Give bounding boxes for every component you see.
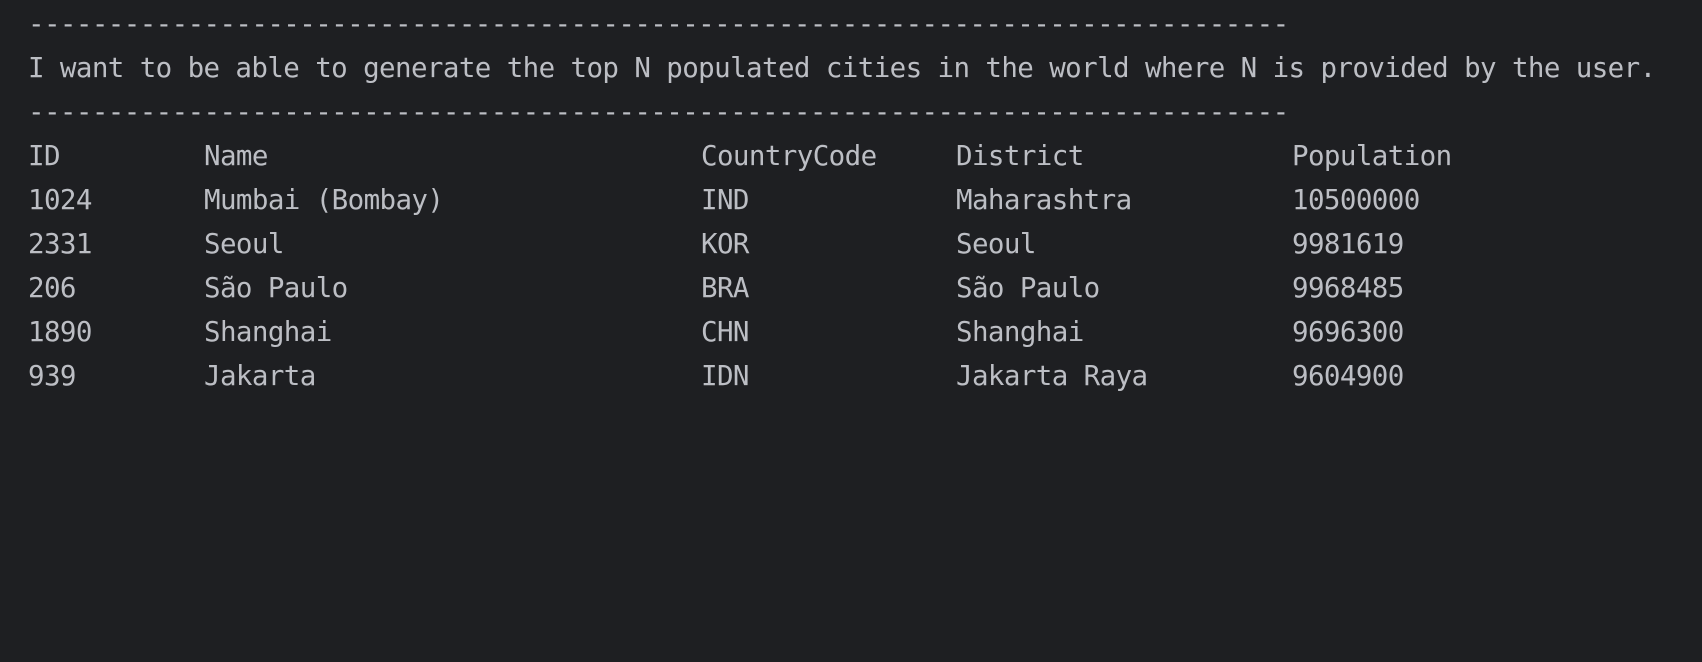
header-id: ID	[28, 140, 61, 172]
console-output: ----------------------------------------…	[28, 8, 1657, 398]
cell-country-code: CHN	[701, 316, 749, 348]
table-header: ID Name CountryCode District Population	[28, 134, 1452, 178]
header-population: Population	[1292, 140, 1452, 172]
header-name: Name	[204, 140, 268, 172]
table-row: 1024 Mumbai (Bombay) IND Maharashtra 105…	[28, 178, 1420, 222]
header-district: District	[956, 140, 1084, 172]
user-story-text: I want to be able to generate the top N …	[28, 52, 1656, 84]
cell-population: 10500000	[1292, 184, 1420, 216]
table-row: 206 São Paulo BRA São Paulo 9968485	[28, 266, 1404, 310]
cell-population: 9604900	[1292, 360, 1404, 392]
cell-name: Jakarta	[204, 360, 316, 392]
cell-name: São Paulo	[204, 272, 348, 304]
cell-country-code: KOR	[701, 228, 749, 260]
cell-id: 1024	[28, 184, 92, 216]
cell-name: Seoul	[204, 228, 284, 260]
cell-name: Mumbai (Bombay)	[204, 184, 444, 216]
cell-population: 9696300	[1292, 316, 1404, 348]
cell-id: 1890	[28, 316, 92, 348]
cell-country-code: IND	[701, 184, 749, 216]
header-country-code: CountryCode	[701, 140, 877, 172]
table-row: 1890 Shanghai CHN Shanghai 9696300	[28, 310, 1404, 354]
cell-name: Shanghai	[204, 316, 332, 348]
cell-district: São Paulo	[956, 272, 1100, 304]
cell-population: 9968485	[1292, 272, 1404, 304]
table-row: 939 Jakarta IDN Jakarta Raya 9604900	[28, 354, 1404, 398]
separator-bottom: ----------------------------------------…	[28, 96, 1289, 128]
cell-district: Jakarta Raya	[956, 360, 1148, 392]
cell-country-code: IDN	[701, 360, 749, 392]
cell-id: 939	[28, 360, 76, 392]
cell-id: 2331	[28, 228, 92, 260]
cell-district: Maharashtra	[956, 184, 1132, 216]
separator-top: ----------------------------------------…	[28, 8, 1289, 40]
cell-district: Shanghai	[956, 316, 1084, 348]
cell-country-code: BRA	[701, 272, 749, 304]
cell-id: 206	[28, 272, 76, 304]
table-row: 2331 Seoul KOR Seoul 9981619	[28, 222, 1404, 266]
cell-population: 9981619	[1292, 228, 1404, 260]
cell-district: Seoul	[956, 228, 1036, 260]
